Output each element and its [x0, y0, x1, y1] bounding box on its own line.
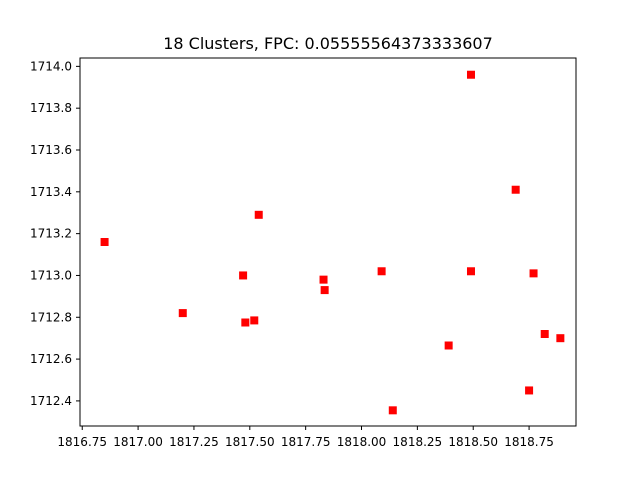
x-tick-label: 1817.00 — [113, 435, 163, 449]
x-tick-label: 1817.50 — [225, 435, 275, 449]
data-point-6 — [254, 210, 263, 219]
y-tick-label: 1713.8 — [30, 101, 72, 115]
data-point-15 — [525, 386, 534, 395]
data-point-14 — [511, 185, 520, 194]
data-point-4 — [241, 318, 250, 327]
data-point-1 — [100, 238, 109, 246]
data-point-2 — [178, 309, 187, 318]
x-tick-label: 1818.25 — [393, 435, 443, 449]
data-points — [100, 70, 565, 415]
axes: 1816.75 1817.00 1817.25 1817.50 1817.75 1818.… — [30, 57, 577, 449]
x-tick-label: 1817.25 — [169, 435, 219, 449]
y-tick-label: 1714.0 — [30, 59, 72, 73]
data-point-8 — [320, 286, 329, 295]
y-tick-label: 1713.2 — [30, 227, 72, 241]
data-point-12 — [466, 70, 475, 79]
data-point-13 — [466, 267, 475, 276]
x-tick-label: 1818.00 — [337, 435, 387, 449]
y-tick-label: 1713.4 — [30, 185, 72, 199]
y-tick-label: 1712.6 — [30, 352, 72, 366]
data-point-3 — [239, 271, 248, 280]
data-point-9 — [377, 267, 386, 276]
data-point-16 — [529, 269, 538, 278]
x-tick-label: 1818.75 — [504, 435, 554, 449]
y-tick-label: 1713.6 — [30, 143, 72, 157]
x-tick-label: 1818.50 — [448, 435, 498, 449]
x-tick-label: 1817.75 — [281, 435, 331, 449]
y-tick-label: 1713.0 — [30, 268, 72, 282]
x-tick-label: 1816.75 — [57, 435, 107, 449]
data-point-18 — [556, 334, 565, 343]
data-point-17 — [540, 330, 549, 338]
plot-frame — [79, 57, 577, 427]
data-point-7 — [319, 275, 328, 284]
chart-title: 18 Clusters, FPC: 0.05555564373333607 — [163, 34, 493, 53]
data-point-10 — [388, 406, 397, 415]
y-tick-label: 1712.8 — [30, 310, 72, 324]
data-point-5 — [250, 316, 259, 325]
y-tick-label: 1712.4 — [30, 394, 72, 408]
data-point-11 — [444, 341, 453, 350]
